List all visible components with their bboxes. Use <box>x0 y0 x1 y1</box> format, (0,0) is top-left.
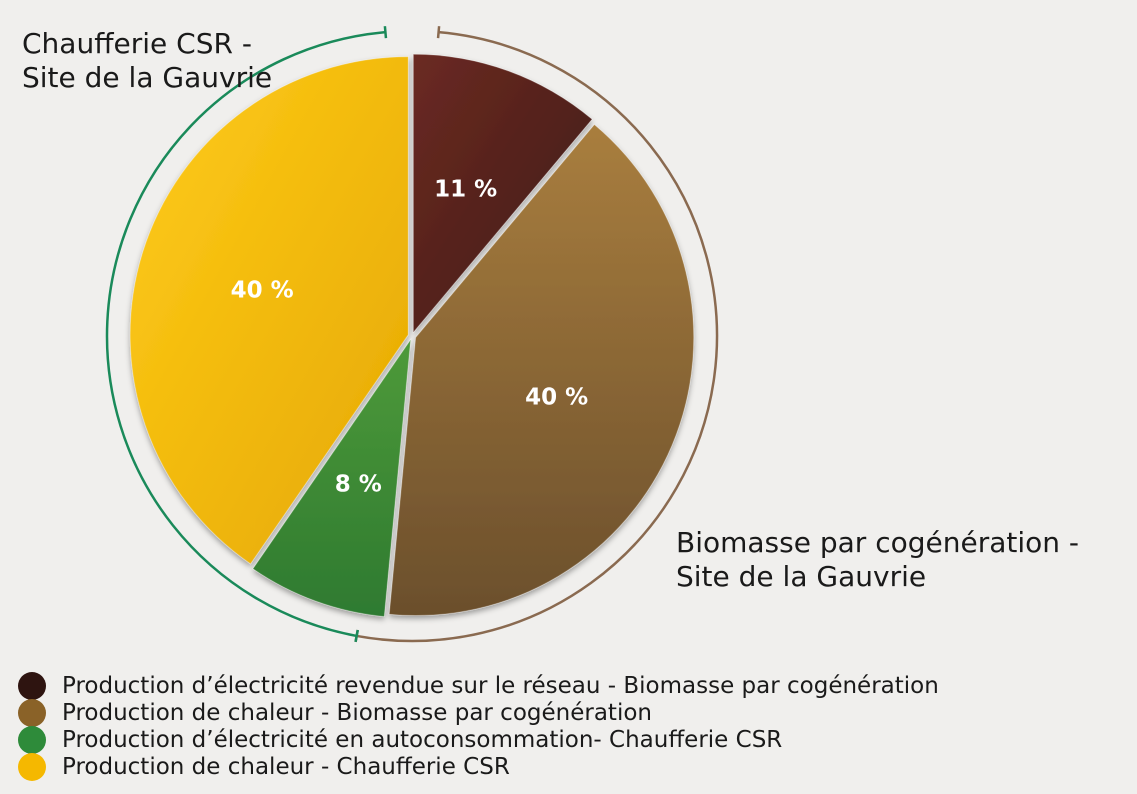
legend-swatch <box>18 725 46 754</box>
slice-value-label: 8 % <box>335 471 382 497</box>
group-bracket-tick <box>383 26 388 39</box>
group-bracket-tick <box>354 629 359 643</box>
legend-swatch <box>18 671 46 700</box>
group-bracket-arc <box>356 30 719 643</box>
pie-slice <box>412 53 593 334</box>
legend-label: Production d’électricité revendue sur le… <box>62 672 939 699</box>
legend-swatch <box>18 698 46 727</box>
legend-swatch <box>18 752 46 781</box>
slice-value-label: 40 % <box>231 277 294 303</box>
group-label-chaufferie-csr: Chaufferie CSR - Site de la Gauvrie <box>22 27 273 94</box>
group-label-biomasse: Biomasse par cogénération - Site de la G… <box>676 526 1080 593</box>
legend-item: Production de chaleur - Biomasse par cog… <box>18 698 939 727</box>
group-bracket-arc <box>105 30 386 638</box>
pie-slice <box>388 123 695 617</box>
legend-item: Production de chaleur - Chaufferie CSR <box>18 752 939 781</box>
legend-label: Production de chaleur - Chaufferie CSR <box>62 753 510 780</box>
slice-value-label: 11 % <box>434 177 497 203</box>
pie-slice <box>252 337 412 618</box>
legend-label: Production d’électricité en autoconsomma… <box>62 726 783 753</box>
legend-label: Production de chaleur - Biomasse par cog… <box>62 699 652 726</box>
legend: Production d’électricité revendue sur le… <box>18 671 939 781</box>
legend-item: Production d’électricité en autoconsomma… <box>18 725 939 754</box>
legend-item: Production d’électricité revendue sur le… <box>18 671 939 700</box>
slice-value-label: 40 % <box>525 385 588 411</box>
group-bracket-tick <box>436 26 441 39</box>
pie-slice <box>129 56 409 565</box>
